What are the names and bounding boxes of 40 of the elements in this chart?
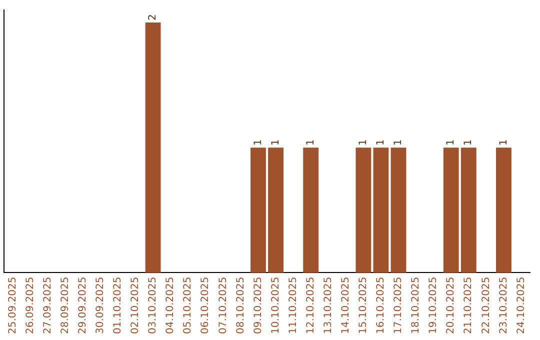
x-tick-label: 04.10.2025: [165, 276, 176, 334]
x-tick-label: 10.10.2025: [270, 276, 282, 334]
data-label: 2: [148, 14, 159, 21]
x-tick-label: 09.10.2025: [252, 276, 264, 334]
x-tick-label: 19.10.2025: [428, 276, 440, 334]
x-tick-label: 29.09.2025: [77, 276, 88, 334]
x-tick-label: 13.10.2025: [322, 276, 334, 334]
x-tick-label: 12.10.2025: [305, 276, 316, 334]
x-tick-label: 20.10.2025: [446, 276, 457, 334]
data-label: 1: [446, 139, 457, 146]
x-tick-label: 06.10.2025: [200, 276, 212, 334]
data-label: 1: [376, 139, 387, 146]
x-tick-label: 21.10.2025: [463, 276, 474, 334]
x-tick-label: 08.10.2025: [235, 276, 246, 334]
x-tick-label: 05.10.2025: [182, 276, 194, 334]
x-tick-label: 25.09.2025: [7, 276, 18, 334]
x-tick-label: 11.10.2025: [288, 276, 299, 334]
data-label: 1: [463, 139, 474, 146]
x-tick-label: 07.10.2025: [218, 276, 229, 334]
data-label: 1: [498, 139, 510, 146]
x-tick-label: 26.09.2025: [24, 276, 36, 334]
x-tick-label: 18.10.2025: [410, 276, 422, 334]
x-tick-label: 16.10.2025: [376, 276, 387, 334]
x-tick-label: 02.10.2025: [130, 276, 142, 334]
x-tick-label: 24.10.2025: [516, 276, 527, 334]
x-tick-label: 30.09.2025: [95, 276, 106, 334]
data-label: 1: [270, 139, 282, 146]
x-tick-label: 23.10.2025: [498, 276, 510, 334]
data-label: 1: [252, 139, 264, 146]
data-label: 1: [305, 139, 316, 146]
x-tick-label: 03.10.2025: [148, 276, 159, 334]
data-label: 1: [393, 139, 404, 146]
data-label: 1: [358, 139, 370, 146]
x-tick-label: 15.10.2025: [358, 276, 370, 334]
x-tick-label: 01.10.2025: [112, 276, 124, 334]
x-tick-label: 22.10.2025: [480, 276, 492, 334]
x-tick-label: 27.09.2025: [42, 276, 54, 334]
x-tick-label: 14.10.2025: [340, 276, 352, 334]
x-tick-label: 17.10.2025: [393, 276, 404, 334]
x-tick-label: 28.09.2025: [60, 276, 71, 334]
